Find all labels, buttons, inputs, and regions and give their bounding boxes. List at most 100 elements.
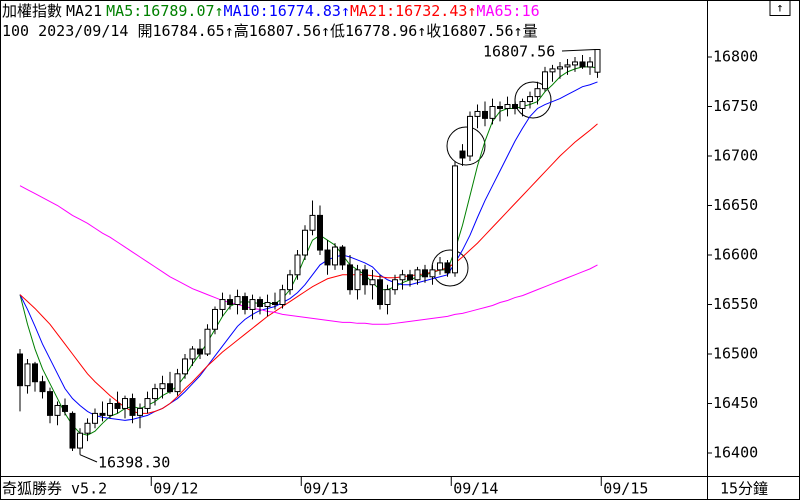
title: 加權指數 (2, 2, 63, 20)
ma-line (19, 185, 598, 325)
candle-body (257, 299, 263, 307)
candle-body (129, 398, 136, 416)
candle-body (234, 296, 241, 305)
candle-body (279, 289, 286, 305)
bar-info: 100 2023/09/14 開16784.65↑高16807.56↑低1677… (2, 22, 538, 40)
legend-entry: MA5:16789.07↑ (106, 2, 224, 20)
candle-body (84, 422, 91, 434)
candle-body (264, 302, 271, 307)
candle-body (39, 381, 46, 393)
candle-body (414, 269, 421, 281)
candle-body (512, 104, 518, 109)
candle-body (579, 61, 586, 68)
candle-body (99, 412, 106, 416)
candle-body (377, 279, 383, 305)
high-annotation: 16807.56 (483, 43, 555, 61)
candle-body (272, 302, 278, 305)
candle-body (77, 432, 83, 449)
candle-body (594, 49, 601, 73)
x-tick-label: 09/13 (303, 480, 348, 498)
y-tick-label: 16700 (713, 147, 758, 165)
legend-entry: MA65:16 (476, 2, 540, 20)
candle-body (204, 328, 211, 355)
x-tick-label: 09/12 (153, 480, 198, 498)
candle-body (407, 274, 413, 281)
ma-line (19, 81, 598, 421)
interval: 15分鐘 (720, 480, 768, 498)
candle-body (227, 299, 233, 305)
candle-body (324, 249, 331, 266)
candle-body (452, 165, 458, 274)
app-name: 奇狐勝券 v5.2 (2, 480, 107, 498)
candle-body (69, 412, 76, 449)
candle-body (197, 348, 203, 355)
x-tick-label: 09/15 (603, 480, 648, 498)
y-tick-label: 16800 (713, 48, 758, 66)
candle-body (489, 106, 496, 119)
header-line-2: 100 2023/09/14 開16784.65↑高16807.56↑低1677… (2, 21, 707, 41)
low-annotation: 16398.30 (98, 454, 170, 472)
candle-body (242, 296, 248, 310)
candle-body (287, 274, 293, 291)
y-tick-label: 16400 (713, 444, 758, 462)
candle-body (549, 68, 556, 73)
scroll-button[interactable] (769, 0, 791, 16)
candle-body (309, 214, 316, 231)
candle-body (189, 348, 196, 360)
candle-body (542, 71, 548, 90)
candle-body (444, 262, 451, 274)
candle-body (347, 264, 353, 291)
candle-body (369, 279, 376, 286)
candle-body (564, 64, 571, 68)
ma-line (19, 66, 598, 436)
candle-body (497, 106, 503, 109)
legend-entry: MA10:16774.83↑ (223, 2, 350, 20)
candle-body (107, 403, 113, 416)
candle-body (437, 262, 443, 271)
candle-body (182, 358, 188, 375)
scroll-arrow: ↑ (776, 1, 783, 15)
y-tick-label: 16750 (713, 97, 758, 115)
candle-body (587, 61, 593, 68)
candle-body (167, 383, 173, 393)
candle-body (92, 412, 98, 424)
annotation-leader (561, 49, 596, 52)
y-tick-label: 16550 (713, 295, 758, 313)
candle-body (317, 214, 323, 251)
legend-entry: MA21:16732.43↑ (349, 2, 477, 20)
y-tick-label: 16650 (713, 196, 758, 214)
candle-body (17, 353, 23, 387)
candle-body (219, 299, 226, 310)
candle-body (572, 61, 578, 66)
candle-body (122, 398, 128, 409)
indicator: MA21 (66, 2, 103, 20)
highlight-circle (446, 126, 486, 166)
candle-body (332, 246, 338, 266)
header-line-1: 加權指數 MA21 MA5:16789.07↑MA10:16774.83↑MA21:… (2, 1, 707, 21)
legend: MA5:16789.07↑MA10:16774.83↑MA21:16732.43… (106, 2, 540, 20)
candle-body (174, 373, 181, 393)
x-tick-label: 09/14 (453, 480, 498, 498)
candle-body (354, 269, 361, 291)
y-tick-label: 16450 (713, 394, 758, 412)
candle-body (557, 66, 563, 70)
candle-body (362, 269, 368, 286)
candle-body (47, 391, 53, 416)
candle-body (422, 269, 428, 278)
candle-body (429, 269, 436, 278)
annotation-leader (79, 454, 98, 463)
y-tick-label: 16500 (713, 345, 758, 363)
candle-body (399, 274, 406, 281)
candle-body (534, 88, 541, 98)
candle-body (339, 246, 346, 266)
ma-line (19, 123, 598, 414)
candle-body (467, 115, 473, 157)
candle-body (24, 363, 31, 387)
candle-body (384, 289, 391, 305)
candle-body (144, 398, 151, 409)
candle-body (519, 101, 526, 109)
candle-body (159, 383, 166, 390)
